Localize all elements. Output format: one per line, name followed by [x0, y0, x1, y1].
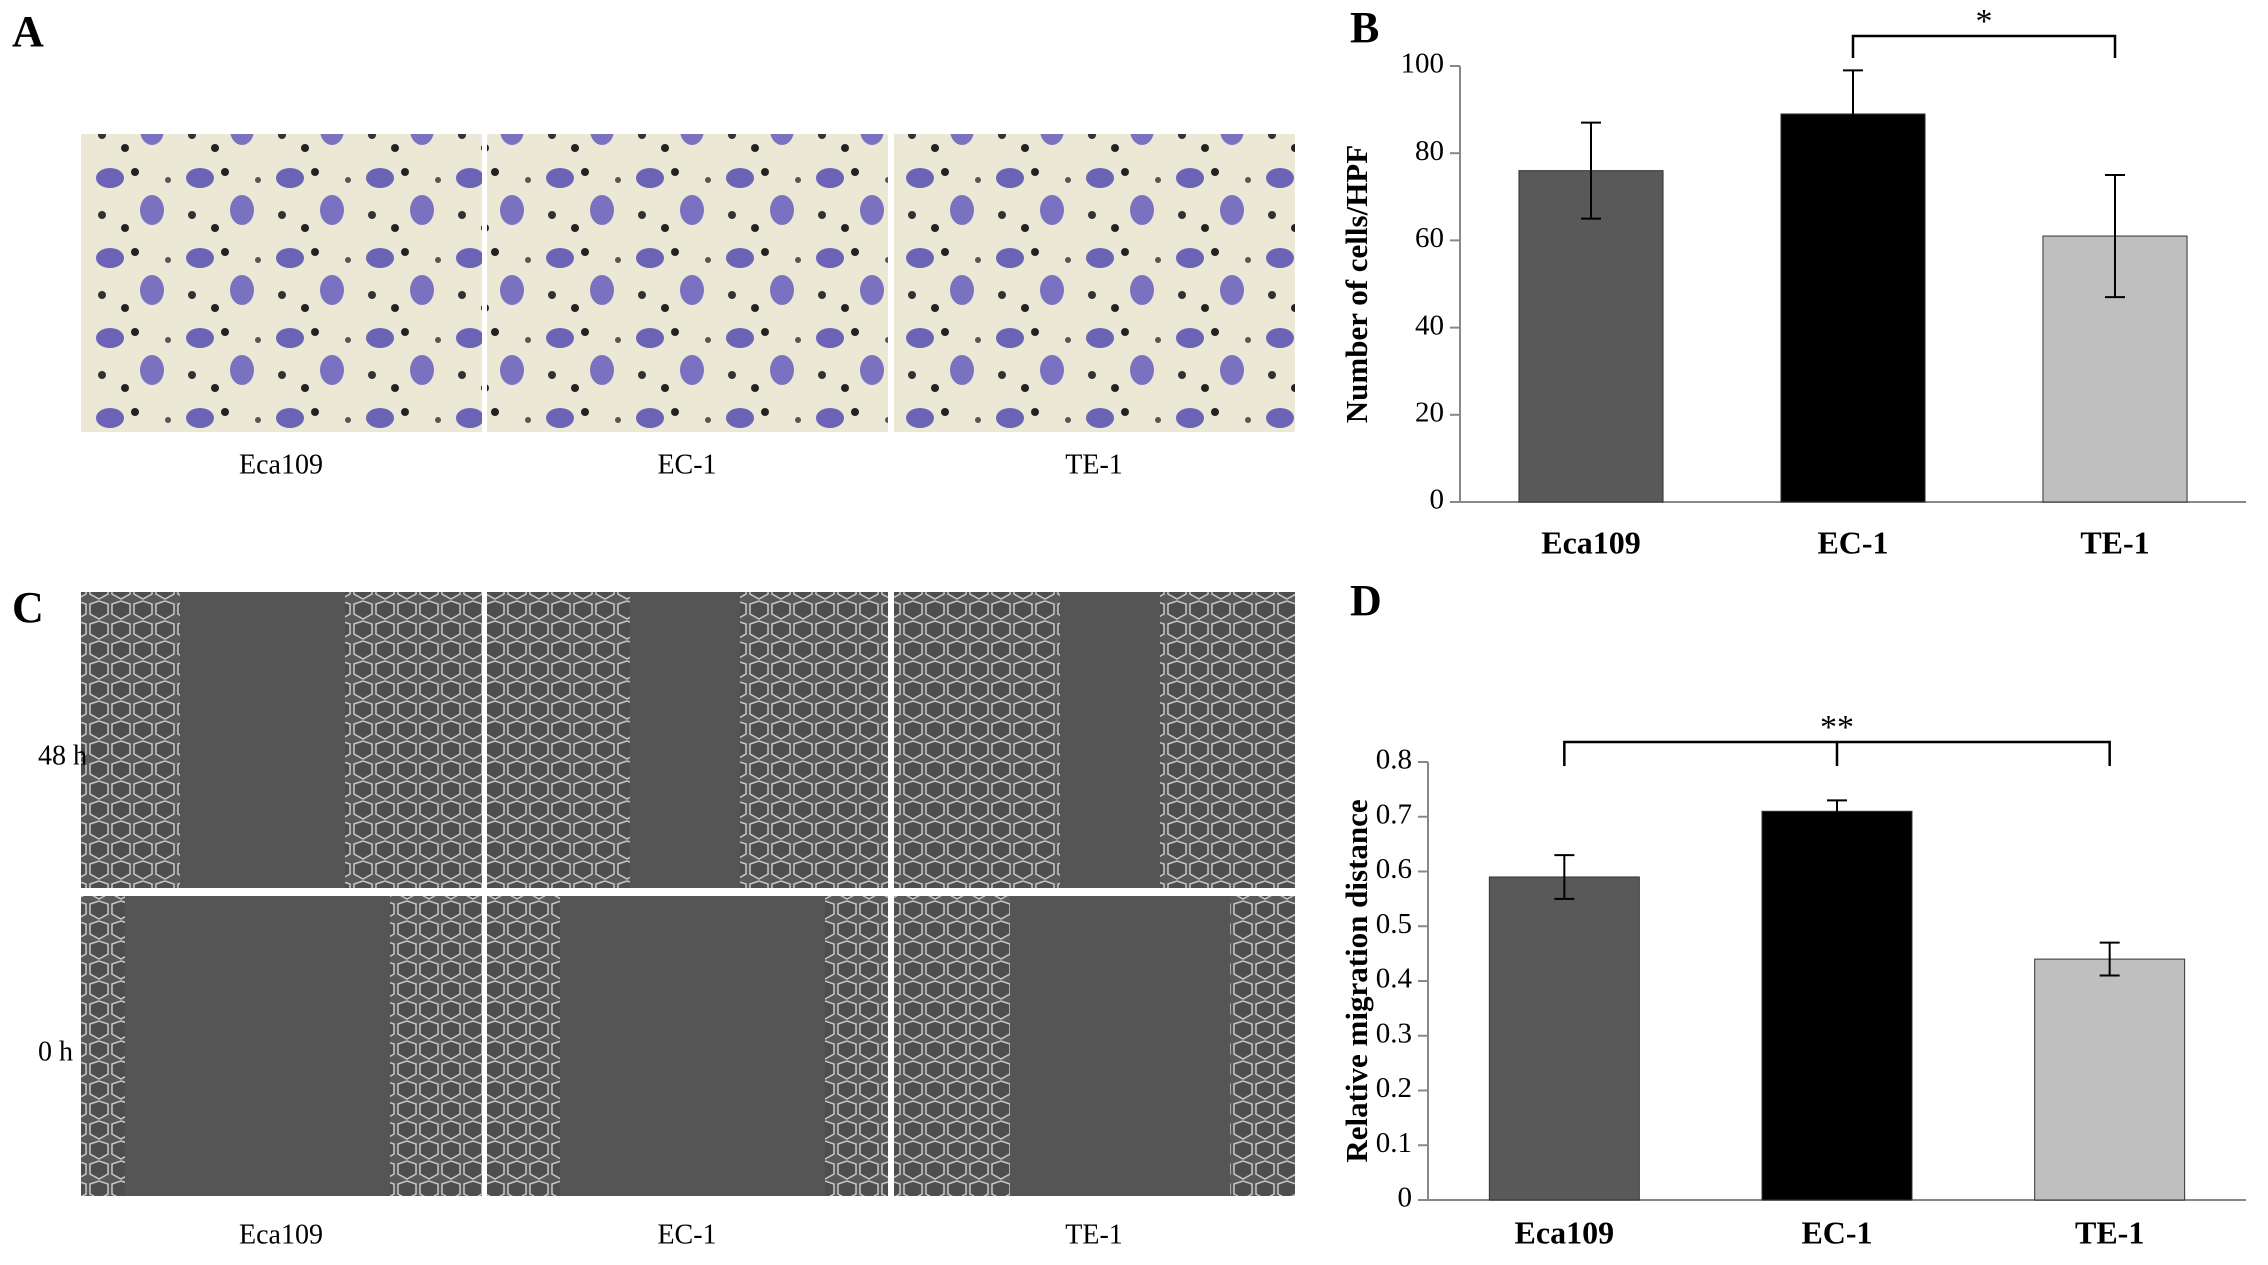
- error-bar: [1843, 69, 1863, 159]
- bar-chart: D Relative migration distance 0 0.1 0.2 0.3 0.…: [1339, 576, 2246, 1250]
- error-bar: [2099, 941, 2120, 977]
- x-tick-label: TE-1: [2075, 1214, 2144, 1250]
- y-axis-label: Relative migration distance: [1339, 799, 1374, 1162]
- y-tick-label: 80: [1415, 135, 1444, 167]
- caption: EC-1: [657, 1219, 716, 1250]
- bar: [1488, 876, 1640, 1201]
- significance-label: *: [1976, 3, 1993, 40]
- x-tick-label: EC-1: [1817, 524, 1888, 560]
- error-bar: [1827, 799, 1847, 824]
- x-tick-label: TE-1: [2080, 524, 2149, 560]
- y-tick-label: 0.2: [1376, 1072, 1412, 1104]
- caption: Eca109: [239, 449, 323, 480]
- micrograph: [487, 134, 888, 432]
- y-tick-label: 0.8: [1376, 744, 1412, 776]
- row-label: 48 h: [38, 740, 87, 771]
- x-tick-label: EC-1: [1801, 1214, 1872, 1250]
- panel-label: A: [12, 7, 44, 56]
- significance-label: **: [1820, 709, 1854, 746]
- caption: EC-1: [657, 449, 716, 480]
- bar: [1780, 113, 1926, 503]
- y-tick-label: 40: [1415, 309, 1444, 341]
- bar: [1761, 810, 1913, 1201]
- error-bar: [1554, 854, 1575, 900]
- y-tick-label: 0: [1398, 1182, 1413, 1214]
- micrograph: [81, 134, 482, 432]
- y-tick-label: 0.6: [1376, 853, 1412, 885]
- y-tick-label: 100: [1401, 48, 1445, 80]
- panel-label: D: [1350, 576, 1382, 625]
- bar: [1518, 170, 1664, 503]
- significance-bracket: [1851, 34, 2117, 58]
- error-bar: [1581, 121, 1601, 220]
- x-tick-label: Eca109: [1541, 524, 1641, 560]
- y-tick-label: 0.4: [1376, 963, 1413, 995]
- caption: TE-1: [1065, 1219, 1123, 1250]
- panel-label: C: [12, 583, 44, 632]
- error-bar: [2105, 174, 2125, 299]
- panel-a: A Eca109 EC-1 TE-1: [12, 7, 1295, 480]
- significance-bracket: [1563, 740, 2111, 766]
- y-tick-label: 0.5: [1376, 908, 1412, 940]
- y-tick-label: 0.3: [1376, 1017, 1412, 1049]
- micrograph: [894, 134, 1295, 432]
- x-tick-label: Eca109: [1515, 1214, 1615, 1250]
- y-tick-label: 20: [1415, 396, 1444, 428]
- panel-label: B: [1350, 3, 1379, 52]
- wound-images: [81, 592, 1295, 1196]
- y-tick-label: 0.1: [1376, 1127, 1412, 1159]
- bar: [2034, 958, 2186, 1201]
- y-tick-label: 0.7: [1376, 798, 1412, 830]
- caption: Eca109: [239, 1219, 323, 1250]
- caption: TE-1: [1065, 449, 1123, 480]
- row-label: 0 h: [38, 1036, 73, 1067]
- y-tick-label: 0: [1430, 484, 1445, 516]
- panel-c: C 48 h 0 h Eca109 EC-1 TE-1: [12, 583, 1295, 1250]
- y-tick-label: 60: [1415, 222, 1444, 254]
- y-axis-label: Number of cells/HPF: [1339, 145, 1374, 423]
- bar-chart: B Number of cells/HPF 0 20 40 60 80 100 Eca109 EC…: [1339, 3, 2246, 560]
